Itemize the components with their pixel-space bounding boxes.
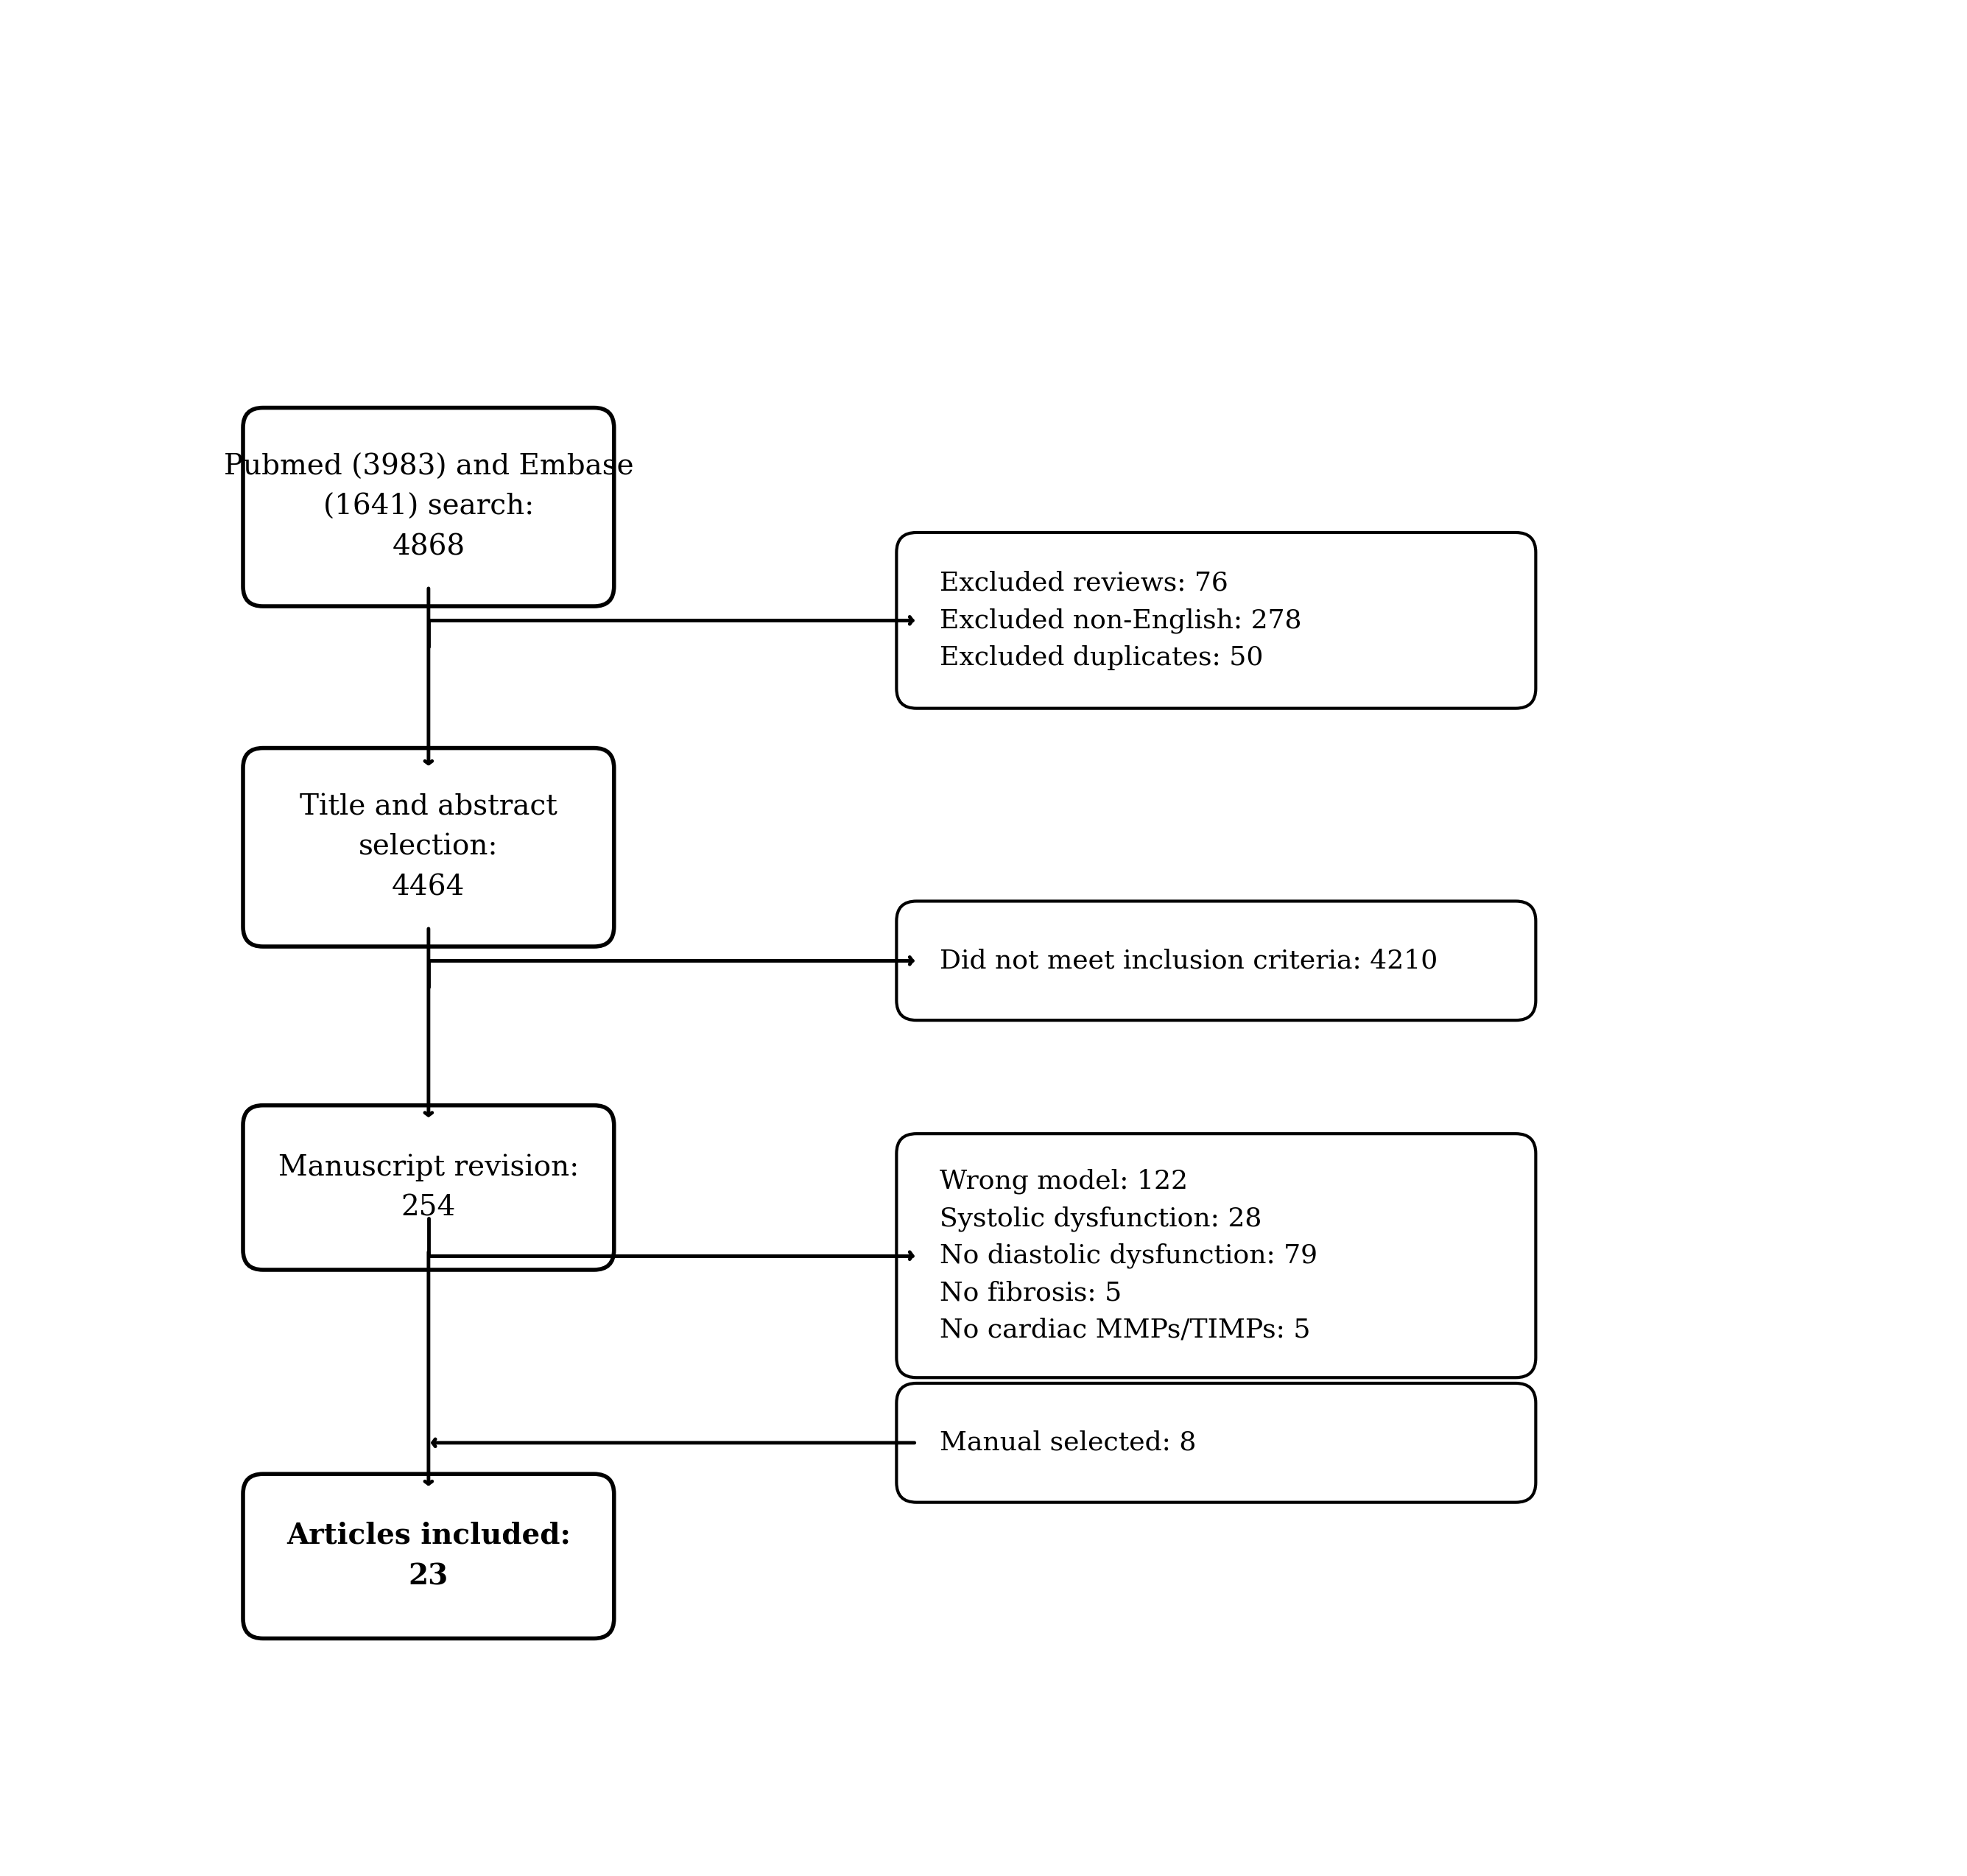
FancyBboxPatch shape <box>897 1133 1536 1377</box>
Text: Title and abstract
selection:
4464: Title and abstract selection: 4464 <box>299 794 557 900</box>
FancyBboxPatch shape <box>244 749 614 947</box>
Text: Articles included:
23: Articles included: 23 <box>287 1521 570 1591</box>
FancyBboxPatch shape <box>244 407 614 606</box>
Text: Wrong model: 122
Systolic dysfunction: 28
No diastolic dysfunction: 79
No fibros: Wrong model: 122 Systolic dysfunction: 2… <box>940 1169 1318 1343</box>
Text: Excluded reviews: 76
Excluded non-English: 278
Excluded duplicates: 50: Excluded reviews: 76 Excluded non-Englis… <box>940 570 1302 670</box>
FancyBboxPatch shape <box>244 1475 614 1638</box>
Text: Manuscript revision:
254: Manuscript revision: 254 <box>277 1154 578 1221</box>
Text: Pubmed (3983) and Embase
(1641) search:
4868: Pubmed (3983) and Embase (1641) search: … <box>224 454 633 561</box>
Text: Did not meet inclusion criteria: 4210: Did not meet inclusion criteria: 4210 <box>940 947 1438 974</box>
FancyBboxPatch shape <box>897 533 1536 709</box>
FancyBboxPatch shape <box>897 900 1536 1021</box>
Text: Manual selected: 8: Manual selected: 8 <box>940 1430 1196 1456</box>
FancyBboxPatch shape <box>244 1105 614 1270</box>
FancyBboxPatch shape <box>897 1383 1536 1503</box>
